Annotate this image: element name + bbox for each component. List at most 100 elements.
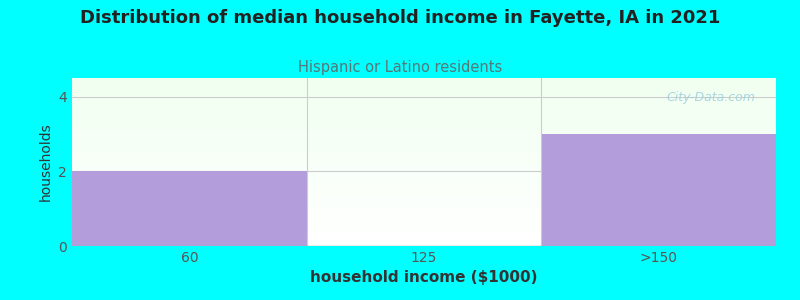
Bar	[72, 232, 776, 234]
Bar	[72, 192, 776, 194]
Bar	[72, 159, 776, 160]
Bar	[72, 214, 776, 216]
Bar	[72, 90, 776, 92]
Text: Distribution of median household income in Fayette, IA in 2021: Distribution of median household income …	[80, 9, 720, 27]
Bar	[72, 244, 776, 246]
Bar	[72, 120, 776, 122]
Bar	[72, 155, 776, 157]
Bar	[72, 128, 776, 130]
Bar	[72, 78, 776, 80]
Bar	[72, 231, 776, 232]
Bar	[72, 204, 776, 206]
Bar	[72, 127, 776, 128]
Bar	[72, 154, 776, 155]
Bar	[72, 238, 776, 239]
Bar	[72, 169, 776, 170]
Bar	[72, 98, 776, 100]
Bar	[72, 229, 776, 231]
Bar	[72, 134, 776, 135]
Bar	[72, 135, 776, 137]
Bar	[72, 93, 776, 95]
Bar	[72, 143, 776, 145]
Bar	[72, 172, 776, 174]
Bar	[72, 165, 776, 167]
Bar	[72, 95, 776, 97]
Bar	[72, 112, 776, 113]
Bar	[72, 176, 776, 177]
Bar	[72, 117, 776, 118]
Bar	[72, 97, 776, 98]
Bar	[72, 236, 776, 238]
Bar	[72, 171, 306, 246]
Bar	[542, 134, 776, 246]
X-axis label: household income ($1000): household income ($1000)	[310, 270, 538, 285]
Bar	[72, 241, 776, 243]
Bar	[72, 216, 776, 218]
Bar	[72, 221, 776, 223]
Bar	[72, 83, 776, 85]
Bar	[72, 197, 776, 199]
Bar	[72, 92, 776, 93]
Bar	[72, 100, 776, 101]
Bar	[72, 152, 776, 154]
Bar	[72, 189, 776, 190]
Bar	[72, 196, 776, 197]
Bar	[72, 108, 776, 110]
Bar	[72, 167, 776, 169]
Bar	[72, 212, 776, 214]
Bar	[72, 103, 776, 105]
Bar	[72, 226, 776, 227]
Bar	[72, 199, 776, 201]
Bar	[72, 181, 776, 182]
Bar	[72, 207, 776, 209]
Bar	[72, 140, 776, 142]
Bar	[72, 239, 776, 241]
Bar	[72, 142, 776, 143]
Bar	[72, 86, 776, 88]
Bar	[72, 157, 776, 159]
Y-axis label: households: households	[39, 123, 53, 201]
Bar	[72, 224, 776, 226]
Bar	[72, 125, 776, 127]
Bar	[72, 218, 776, 219]
Bar	[72, 118, 776, 120]
Bar	[72, 177, 776, 179]
Bar	[72, 113, 776, 115]
Bar	[72, 80, 776, 81]
Bar	[72, 115, 776, 117]
Bar	[72, 201, 776, 202]
Bar	[72, 184, 776, 185]
Bar	[72, 122, 776, 123]
Bar	[72, 234, 776, 236]
Bar	[72, 211, 776, 212]
Bar	[72, 147, 776, 148]
Bar	[72, 185, 776, 187]
Bar	[72, 194, 776, 196]
Bar	[72, 130, 776, 132]
Bar	[72, 174, 776, 176]
Bar	[72, 85, 776, 86]
Bar	[72, 227, 776, 229]
Bar	[72, 187, 776, 189]
Bar	[72, 219, 776, 221]
Text: City-Data.com: City-Data.com	[666, 92, 755, 104]
Bar	[72, 110, 776, 112]
Bar	[72, 164, 776, 165]
Bar	[72, 170, 776, 172]
Bar	[72, 190, 776, 192]
Bar	[72, 209, 776, 211]
Bar	[72, 223, 776, 224]
Bar	[72, 123, 776, 125]
Bar	[72, 137, 776, 139]
Bar	[72, 88, 776, 90]
Bar	[72, 179, 776, 181]
Bar	[72, 243, 776, 244]
Bar	[72, 202, 776, 204]
Bar	[72, 182, 776, 184]
Bar	[72, 139, 776, 140]
Bar	[72, 101, 776, 103]
Bar	[72, 206, 776, 207]
Bar	[72, 150, 776, 152]
Bar	[72, 145, 776, 147]
Bar	[72, 81, 776, 83]
